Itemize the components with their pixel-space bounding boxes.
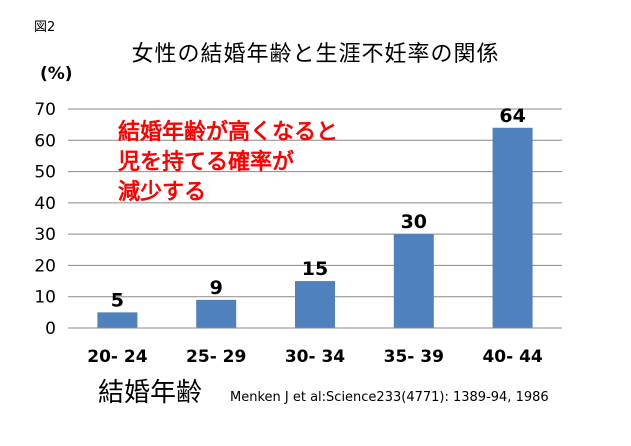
- bar: [97, 312, 138, 328]
- annotation-line: 結婚年齢が高くなると: [118, 120, 339, 145]
- data-label: 5: [111, 289, 124, 311]
- source-citation: Menken J et al:Science233(4771): 1389-94…: [230, 390, 549, 405]
- data-label: 9: [210, 277, 223, 299]
- x-axis-title: 結婚年齢: [98, 378, 203, 408]
- annotation-line: 減少する: [118, 180, 207, 205]
- x-category-label: 20- 24: [87, 347, 147, 367]
- y-tick-label: 50: [34, 163, 56, 183]
- x-category-label: 30- 34: [285, 347, 345, 367]
- y-tick-label: 40: [34, 194, 56, 214]
- x-category-label: 25- 29: [186, 347, 246, 367]
- annotation-text: 結婚年齢が高くなると 児を持てる確率が 減少する: [118, 118, 338, 208]
- bar: [196, 299, 237, 328]
- x-axis-categories: 20- 24 25- 29 30- 34 35- 39 40- 44: [87, 347, 543, 367]
- y-tick-label: 70: [34, 100, 56, 120]
- y-tick-label: 20: [34, 256, 56, 276]
- bar: [492, 127, 533, 329]
- gridlines: [68, 108, 562, 298]
- figure-label: 図2: [34, 20, 56, 35]
- y-axis-ticks: 0 10 20 30 40 50 60 70: [34, 100, 56, 339]
- data-label: 15: [302, 258, 328, 280]
- x-category-label: 40- 44: [482, 347, 542, 367]
- chart-title: 女性の結婚年齢と生涯不妊率の関係: [131, 42, 500, 67]
- bar: [393, 234, 434, 328]
- y-tick-label: 60: [34, 131, 56, 151]
- annotation-line: 児を持てる確率が: [118, 150, 295, 175]
- y-tick-label: 30: [34, 225, 56, 245]
- y-tick-label: 10: [34, 288, 56, 308]
- x-category-label: 35- 39: [384, 347, 444, 367]
- y-tick-label: 0: [45, 319, 56, 339]
- data-label: 64: [499, 105, 525, 127]
- bar: [295, 281, 335, 328]
- data-labels: 5 9 15 30 64: [111, 105, 526, 312]
- bars: [97, 127, 533, 329]
- y-axis-unit-label: (%): [40, 64, 73, 84]
- data-label: 30: [401, 211, 427, 233]
